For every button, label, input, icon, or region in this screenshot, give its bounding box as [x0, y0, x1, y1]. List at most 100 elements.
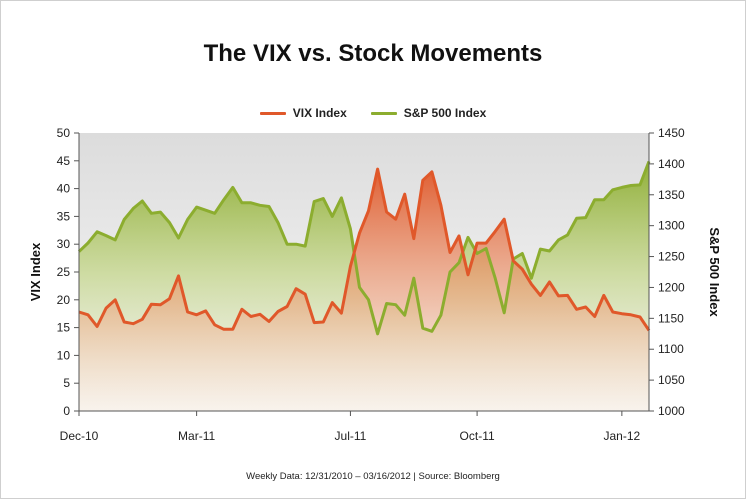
vix-point	[630, 314, 632, 316]
vix-point	[386, 211, 388, 213]
right-tick-label: 1200	[658, 280, 685, 294]
sp500-point	[576, 217, 578, 219]
right-tick-label: 1050	[658, 373, 685, 387]
sp500-point	[331, 215, 333, 217]
sp500-point	[413, 277, 415, 279]
sp500-point	[205, 209, 207, 211]
sp500-point	[250, 202, 252, 204]
left-tick-label: 40	[57, 182, 71, 196]
sp500-point	[295, 243, 297, 245]
vix-point	[286, 306, 288, 308]
vix-area	[79, 169, 649, 411]
vix-point	[205, 310, 207, 312]
sp500-point	[241, 202, 243, 204]
vix-point	[567, 294, 569, 296]
vix-point	[603, 294, 605, 296]
right-tick-label: 1350	[658, 188, 685, 202]
vix-point	[585, 306, 587, 308]
legend-swatch-vix	[259, 111, 286, 115]
sp500-point	[594, 199, 596, 201]
vix-point	[621, 313, 623, 315]
sp500-point	[630, 185, 632, 187]
sp500-point	[349, 228, 351, 230]
sp500-point	[187, 219, 189, 221]
vix-point	[132, 323, 134, 325]
sp500-point	[150, 212, 152, 214]
vix-point	[123, 321, 125, 323]
x-tick-label: Dec-10	[60, 429, 99, 443]
sp500-point	[612, 189, 614, 191]
x-tick-label: Mar-11	[178, 429, 215, 443]
x-tick-label: Oct-11	[460, 429, 495, 443]
vix-point	[521, 268, 523, 270]
vix-point	[512, 260, 514, 262]
sp500-point	[503, 312, 505, 314]
sp500-point	[223, 199, 225, 201]
sp500-point	[169, 222, 171, 224]
sp500-point	[232, 186, 234, 188]
left-tick-label: 50	[57, 126, 71, 140]
vix-point	[467, 274, 469, 276]
vix-point	[458, 235, 460, 237]
left-tick-label: 10	[57, 348, 71, 362]
vix-point	[549, 281, 551, 283]
right-tick-label: 1000	[658, 404, 685, 418]
vix-point	[431, 171, 433, 173]
vix-point	[349, 265, 351, 267]
vix-point	[494, 230, 496, 232]
sp500-point	[159, 211, 161, 213]
sp500-point	[141, 200, 143, 202]
chart-legend: VIX Index S&P 500 Index	[0, 106, 746, 120]
vix-point	[141, 318, 143, 320]
vix-point	[449, 252, 451, 254]
vix-point	[576, 308, 578, 310]
vix-point	[440, 204, 442, 206]
vix-point	[232, 328, 234, 330]
sp500-point	[404, 314, 406, 316]
legend-item-sp500: S&P 500 Index	[370, 106, 486, 120]
vix-point	[612, 311, 614, 313]
left-tick-label: 15	[57, 321, 71, 335]
vix-point	[96, 326, 98, 328]
left-tick-label: 30	[57, 237, 71, 251]
vix-point	[539, 294, 541, 296]
sp500-point	[449, 271, 451, 273]
sp500-point	[196, 206, 198, 208]
sp500-point	[521, 253, 523, 255]
sp500-point	[458, 262, 460, 264]
sp500-point	[476, 253, 478, 255]
vix-point	[187, 311, 189, 313]
vix-point	[503, 218, 505, 220]
vix-point	[395, 218, 397, 220]
sp500-point	[549, 250, 551, 252]
vix-point	[150, 303, 152, 305]
sp500-point	[304, 245, 306, 247]
vix-point	[223, 328, 225, 330]
sp500-point	[359, 286, 361, 288]
left-tick-label: 5	[63, 376, 70, 390]
sp500-point	[431, 330, 433, 332]
sp500-point	[377, 333, 379, 335]
sp500-point	[340, 197, 342, 199]
vix-point	[340, 312, 342, 314]
sp500-point	[268, 206, 270, 208]
left-tick-label: 35	[57, 209, 71, 223]
vix-point	[413, 238, 415, 240]
vix-point	[594, 316, 596, 318]
sp500-point	[530, 277, 532, 279]
vix-point	[214, 324, 216, 326]
vix-point	[87, 314, 89, 316]
right-tick-label: 1450	[658, 126, 685, 140]
right-tick-label: 1150	[658, 311, 684, 325]
vix-point	[295, 288, 297, 290]
sp500-point	[105, 235, 107, 237]
sp500-point	[440, 314, 442, 316]
sp500-point	[322, 198, 324, 200]
sp500-point	[485, 248, 487, 250]
sp500-point	[558, 239, 560, 241]
sp500-point	[286, 243, 288, 245]
vix-point	[530, 283, 532, 285]
vix-point	[178, 275, 180, 277]
sp500-point	[368, 299, 370, 301]
